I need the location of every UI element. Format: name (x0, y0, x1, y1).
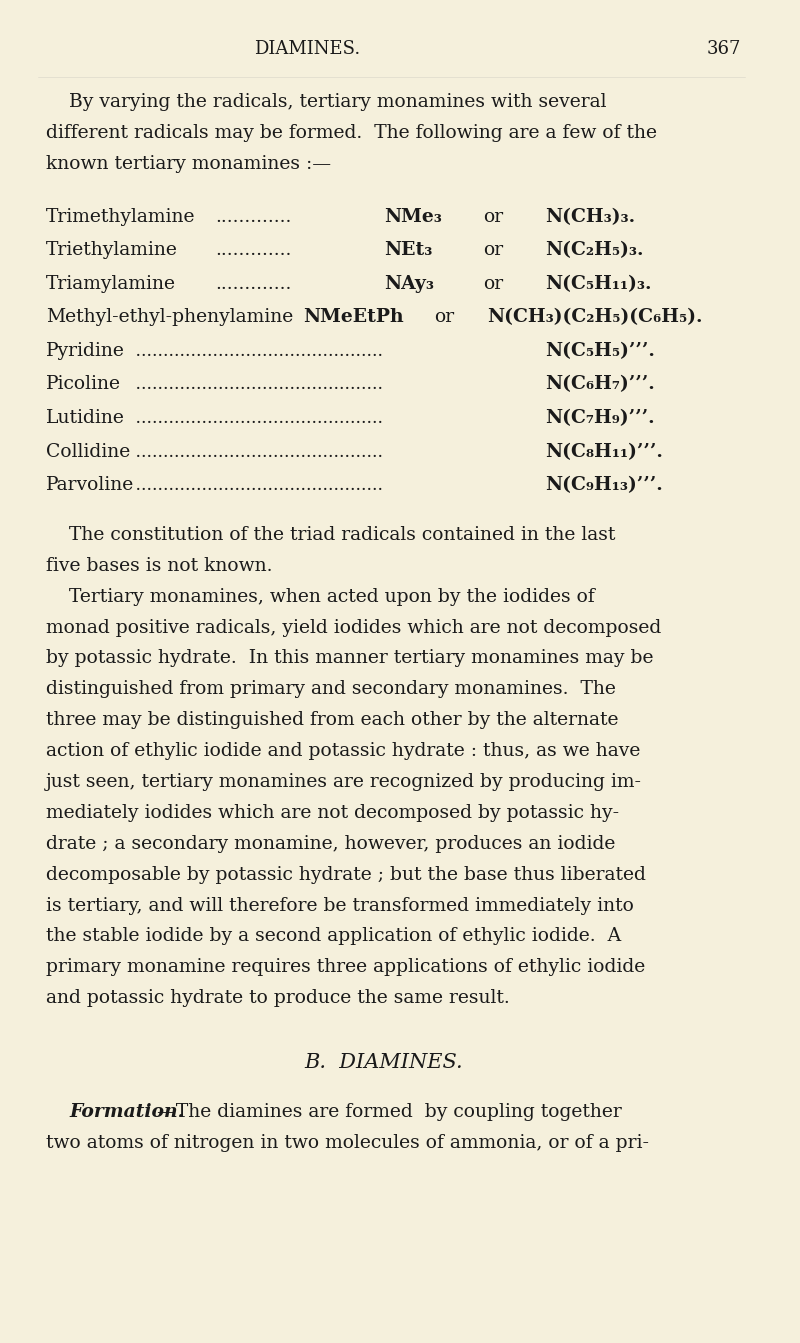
Text: N(C₅H₅)’’’.: N(C₅H₅)’’’. (545, 342, 655, 360)
Text: NMeEtPh: NMeEtPh (303, 309, 404, 326)
Text: two atoms of nitrogen in two molecules of ammonia, or of a pri-: two atoms of nitrogen in two molecules o… (46, 1135, 649, 1152)
Text: N(C₈H₁₁)’’’.: N(C₈H₁₁)’’’. (545, 443, 663, 461)
Text: or: or (483, 242, 504, 259)
Text: or: or (434, 309, 454, 326)
Text: NMe₃: NMe₃ (384, 208, 442, 226)
Text: Trimethylamine: Trimethylamine (46, 208, 195, 226)
Text: DIAMINES.: DIAMINES. (254, 40, 360, 58)
Text: —The diamines are formed  by coupling together: —The diamines are formed by coupling tog… (158, 1104, 622, 1121)
Text: Tertiary monamines, when acted upon by the iodides of: Tertiary monamines, when acted upon by t… (69, 588, 595, 606)
Text: five bases is not known.: five bases is not known. (46, 557, 273, 575)
Text: monad positive radicals, yield iodides which are not decomposed: monad positive radicals, yield iodides w… (46, 619, 662, 637)
Text: N(CH₃)(C₂H₅)(C₆H₅).: N(CH₃)(C₂H₅)(C₆H₅). (487, 309, 703, 326)
Text: .............................................: ........................................… (130, 477, 383, 494)
Text: .............................................: ........................................… (130, 410, 383, 427)
Text: by potassic hydrate.  In this manner tertiary monamines may be: by potassic hydrate. In this manner tert… (46, 650, 654, 667)
Text: Parvoline: Parvoline (46, 477, 134, 494)
Text: action of ethylic iodide and potassic hydrate : thus, as we have: action of ethylic iodide and potassic hy… (46, 743, 641, 760)
Text: Pyridine: Pyridine (46, 342, 125, 360)
Text: N(C₉H₁₃)’’’.: N(C₉H₁₃)’’’. (545, 477, 662, 494)
Text: B.  DIAMINES.: B. DIAMINES. (305, 1053, 463, 1072)
Text: or: or (483, 275, 504, 293)
Text: the stable iodide by a second application of ethylic iodide.  A: the stable iodide by a second applicatio… (46, 928, 621, 945)
Text: NAy₃: NAy₃ (384, 275, 434, 293)
Text: N(C₅H₁₁)₃.: N(C₅H₁₁)₃. (545, 275, 651, 293)
Text: NEt₃: NEt₃ (384, 242, 432, 259)
Text: Formation.: Formation. (69, 1104, 184, 1121)
Text: Triethylamine: Triethylamine (46, 242, 178, 259)
Text: is tertiary, and will therefore be transformed immediately into: is tertiary, and will therefore be trans… (46, 897, 634, 915)
Text: mediately iodides which are not decomposed by potassic hy-: mediately iodides which are not decompos… (46, 804, 619, 822)
Text: Lutidine: Lutidine (46, 410, 125, 427)
Text: Triamylamine: Triamylamine (46, 275, 176, 293)
Text: drate ; a secondary monamine, however, produces an iodide: drate ; a secondary monamine, however, p… (46, 835, 615, 853)
Text: .............................................: ........................................… (130, 443, 383, 461)
Text: .............: ............. (215, 275, 291, 293)
Text: different radicals may be formed.  The following are a few of the: different radicals may be formed. The fo… (46, 125, 657, 142)
Text: The constitution of the triad radicals contained in the last: The constitution of the triad radicals c… (69, 526, 615, 544)
Text: distinguished from primary and secondary monamines.  The: distinguished from primary and secondary… (46, 681, 616, 698)
Text: N(C₂H₅)₃.: N(C₂H₅)₃. (545, 242, 643, 259)
Text: .............: ............. (215, 208, 291, 226)
Text: or: or (483, 208, 504, 226)
Text: Picoline: Picoline (46, 376, 121, 393)
Text: Methyl-ethyl-phenylamine: Methyl-ethyl-phenylamine (46, 309, 294, 326)
Text: just seen, tertiary monamines are recognized by producing im-: just seen, tertiary monamines are recogn… (46, 774, 642, 791)
Text: and potassic hydrate to produce the same result.: and potassic hydrate to produce the same… (46, 990, 510, 1007)
Text: .............................................: ........................................… (130, 342, 383, 360)
Text: N(C₆H₇)’’’.: N(C₆H₇)’’’. (545, 376, 654, 393)
Text: N(C₇H₉)’’’.: N(C₇H₉)’’’. (545, 410, 654, 427)
Text: By varying the radicals, tertiary monamines with several: By varying the radicals, tertiary monami… (69, 94, 606, 111)
Text: decomposable by potassic hydrate ; but the base thus liberated: decomposable by potassic hydrate ; but t… (46, 866, 646, 884)
Text: three may be distinguished from each other by the alternate: three may be distinguished from each oth… (46, 712, 618, 729)
Text: .............: ............. (215, 242, 291, 259)
Text: known tertiary monamines :—: known tertiary monamines :— (46, 156, 331, 173)
Text: N(CH₃)₃.: N(CH₃)₃. (545, 208, 635, 226)
Text: .............................................: ........................................… (130, 376, 383, 393)
Text: 367: 367 (706, 40, 741, 58)
Text: Collidine: Collidine (46, 443, 130, 461)
Text: primary monamine requires three applications of ethylic iodide: primary monamine requires three applicat… (46, 959, 646, 976)
